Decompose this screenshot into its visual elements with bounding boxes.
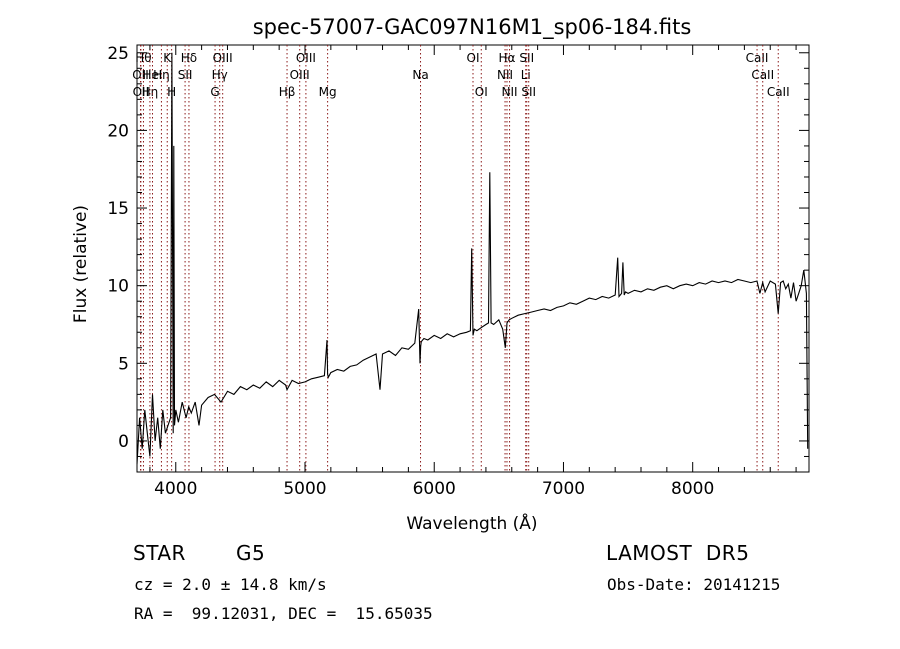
subclass: G5 <box>236 541 266 565</box>
marker-label: NII <box>502 85 518 99</box>
y-tick-label: 20 <box>107 121 129 141</box>
series-layer <box>136 52 809 465</box>
marker-label: OIII <box>296 51 316 65</box>
x-tick-label: 6000 <box>413 479 456 499</box>
marker-label: Hδ <box>181 51 197 65</box>
marker-label: Li <box>521 68 531 82</box>
x-tick-label: 8000 <box>671 479 714 499</box>
coordinates: RA = 99.12031, DEC = 15.65035 <box>134 604 433 623</box>
marker-label: Hθ <box>135 51 151 65</box>
survey-name: LAMOST DR5 <box>606 541 750 565</box>
spectral-line-markers: OIIOIIHθHηHeIHηKHSIIHδGHγOIIIHβOIIIOIIIM… <box>132 45 790 472</box>
redshift-text: cz = 2.0 ± 14.8 km/s <box>134 575 327 594</box>
marker-label: SII <box>521 85 536 99</box>
marker-label: OI <box>467 51 480 65</box>
marker-label: CaII <box>746 51 769 65</box>
x-tick-label: 5000 <box>283 479 326 499</box>
marker-label: OI <box>475 85 488 99</box>
obs-date: Obs-Date: 20141215 <box>607 575 781 594</box>
marker-label: SII <box>519 51 534 65</box>
y-tick-label: 0 <box>118 432 129 452</box>
x-axis-label: Wavelength (Å) <box>406 512 537 534</box>
marker-label: OII <box>132 68 149 82</box>
marker-label: OIII <box>213 51 233 65</box>
marker-label: Hα <box>499 51 516 65</box>
y-tick-label: 15 <box>107 199 129 219</box>
x-tick-label: 7000 <box>542 479 585 499</box>
marker-label: OII <box>133 85 150 99</box>
axes: 4000 5000 6000 7000 8000 0 5 10 15 20 25 <box>107 44 809 499</box>
marker-label: Hη <box>142 85 159 99</box>
marker-label: OIII <box>290 68 310 82</box>
y-axis-label: Flux (relative) <box>71 205 91 323</box>
marker-label: SII <box>178 68 193 82</box>
marker-label: Hβ <box>279 85 296 99</box>
marker-label: CaII <box>767 85 790 99</box>
marker-label: Hη <box>153 68 170 82</box>
x-tick-label: 4000 <box>154 479 197 499</box>
object-class: STAR <box>133 541 186 565</box>
marker-label: K <box>163 51 172 65</box>
marker-label: G <box>210 85 219 99</box>
y-tick-label: 5 <box>118 354 129 374</box>
y-tick-label: 25 <box>107 44 129 64</box>
marker-label: HeI <box>143 68 163 82</box>
spectrum-line <box>136 52 809 465</box>
marker-label: Hγ <box>212 68 228 82</box>
y-tick-label: 10 <box>107 277 129 297</box>
marker-label: NII <box>497 68 513 82</box>
marker-label: Na <box>412 68 428 82</box>
marker-label: CaII <box>751 68 774 82</box>
chart-title: spec-57007-GAC097N16M1_sp06-184.fits <box>253 15 692 40</box>
marker-label: Mg <box>319 85 337 99</box>
